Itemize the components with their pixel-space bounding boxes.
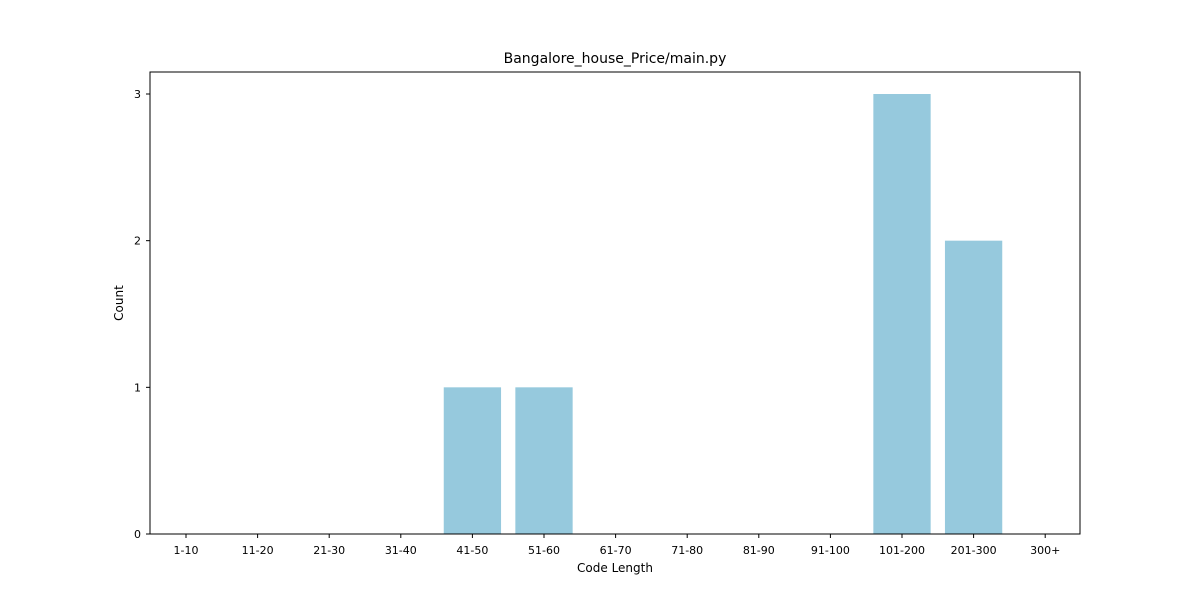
y-axis: 0 1 2 3 — [134, 88, 150, 541]
bar-201-300 — [944, 240, 1003, 535]
x-tick-label: 81-90 — [743, 544, 775, 557]
x-tick-label: 11-20 — [242, 544, 274, 557]
x-tick-label: 91-100 — [811, 544, 850, 557]
y-tick-label: 1 — [134, 381, 141, 394]
x-tick-label: 71-80 — [671, 544, 703, 557]
x-tick-label: 101-200 — [879, 544, 925, 557]
bars-layer — [443, 94, 1003, 535]
x-tick-label: 201-300 — [951, 544, 997, 557]
x-tick-label: 1-10 — [174, 544, 199, 557]
x-tick-label: 41-50 — [456, 544, 488, 557]
y-tick-label: 0 — [134, 528, 141, 541]
y-tick-label: 3 — [134, 88, 141, 101]
x-axis: 1-10 11-20 21-30 31-40 41-50 51-60 61-70 71-80 8… — [174, 534, 1060, 557]
x-tick-label: 300+ — [1030, 544, 1060, 557]
x-tick-label: 31-40 — [385, 544, 417, 557]
chart-title: Bangalore_house_Price/main.py — [504, 51, 727, 67]
x-tick-label: 61-70 — [600, 544, 632, 557]
bar-41-50 — [443, 387, 502, 534]
x-tick-label: 51-60 — [528, 544, 560, 557]
y-tick-label: 2 — [134, 235, 141, 248]
plot-frame — [149, 71, 1081, 535]
x-tick-label: 21-30 — [313, 544, 345, 557]
bar-51-60 — [515, 387, 573, 534]
y-axis-label: Count — [112, 285, 126, 321]
bar-101-200 — [873, 94, 931, 534]
x-axis-label: Code Length — [577, 561, 653, 575]
